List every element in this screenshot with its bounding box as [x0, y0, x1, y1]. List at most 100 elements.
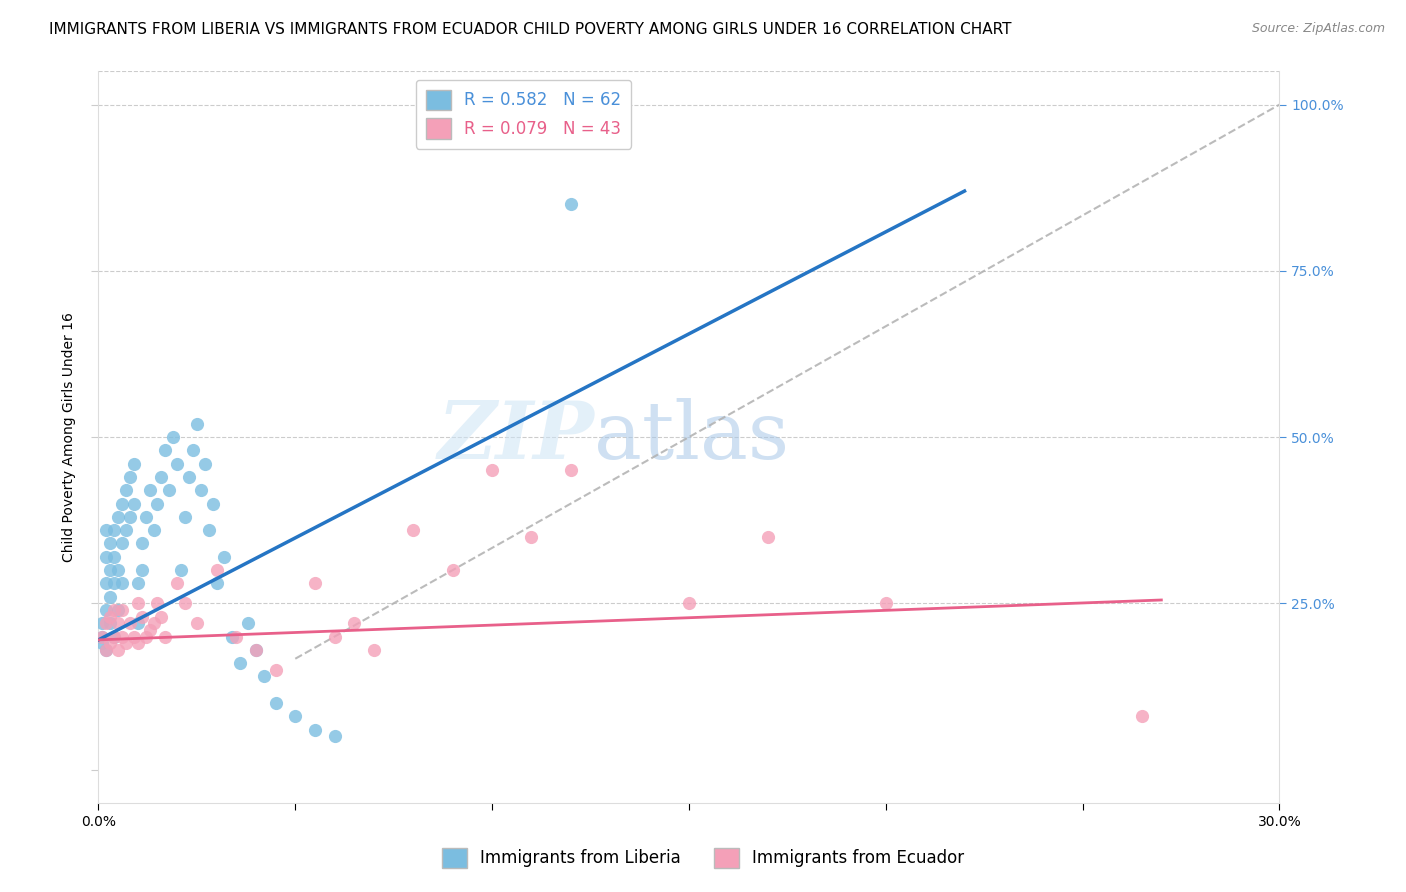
Point — [343, 616, 366, 631]
Point — [138, 483, 160, 498]
Point — [127, 596, 149, 610]
Point — [323, 630, 346, 644]
Point — [111, 536, 134, 550]
Point — [98, 609, 121, 624]
Point — [236, 616, 259, 631]
Point — [131, 536, 153, 550]
Point — [98, 616, 121, 631]
Point — [155, 630, 177, 644]
Point — [142, 523, 165, 537]
Point — [122, 457, 145, 471]
Point — [111, 603, 134, 617]
Point — [166, 576, 188, 591]
Point — [481, 463, 503, 477]
Point — [284, 709, 307, 723]
Text: ZIP: ZIP — [437, 399, 595, 475]
Point — [118, 616, 141, 631]
Point — [115, 636, 138, 650]
Point — [96, 523, 118, 537]
Point — [177, 470, 200, 484]
Point — [214, 549, 236, 564]
Point — [118, 509, 141, 524]
Point — [107, 603, 129, 617]
Point — [146, 596, 169, 610]
Point — [221, 630, 243, 644]
Point — [245, 643, 267, 657]
Point — [264, 663, 287, 677]
Point — [520, 530, 543, 544]
Point — [323, 729, 346, 743]
Point — [264, 696, 287, 710]
Point — [111, 576, 134, 591]
Point — [402, 523, 425, 537]
Point — [127, 576, 149, 591]
Text: atlas: atlas — [595, 398, 790, 476]
Point — [122, 630, 145, 644]
Point — [162, 430, 184, 444]
Point — [166, 457, 188, 471]
Point — [186, 417, 208, 431]
Point — [245, 643, 267, 657]
Point — [107, 509, 129, 524]
Point — [107, 563, 129, 577]
Point — [304, 723, 326, 737]
Point — [205, 576, 228, 591]
Point — [91, 616, 114, 631]
Point — [253, 669, 276, 683]
Point — [678, 596, 700, 610]
Point — [560, 463, 582, 477]
Point — [96, 616, 118, 631]
Point — [96, 643, 118, 657]
Point — [363, 643, 385, 657]
Point — [304, 576, 326, 591]
Point — [115, 483, 138, 498]
Text: Source: ZipAtlas.com: Source: ZipAtlas.com — [1251, 22, 1385, 36]
Point — [107, 643, 129, 657]
Point — [91, 636, 114, 650]
Point — [181, 443, 204, 458]
Point — [560, 197, 582, 211]
Y-axis label: Child Poverty Among Girls Under 16: Child Poverty Among Girls Under 16 — [62, 312, 76, 562]
Point — [103, 603, 125, 617]
Point — [142, 616, 165, 631]
Point — [103, 523, 125, 537]
Point — [131, 563, 153, 577]
Point — [98, 590, 121, 604]
Point — [186, 616, 208, 631]
Point — [96, 643, 118, 657]
Point — [875, 596, 897, 610]
Point — [205, 563, 228, 577]
Point — [441, 563, 464, 577]
Point — [229, 656, 252, 670]
Legend: Immigrants from Liberia, Immigrants from Ecuador: Immigrants from Liberia, Immigrants from… — [434, 841, 972, 875]
Point — [155, 443, 177, 458]
Point — [201, 497, 224, 511]
Point — [138, 623, 160, 637]
Point — [98, 636, 121, 650]
Point — [157, 483, 180, 498]
Point — [135, 630, 157, 644]
Point — [91, 630, 114, 644]
Point — [127, 616, 149, 631]
Point — [150, 470, 173, 484]
Point — [170, 563, 193, 577]
Point — [127, 636, 149, 650]
Point — [103, 630, 125, 644]
Point — [103, 630, 125, 644]
Point — [1130, 709, 1153, 723]
Point — [197, 523, 219, 537]
Point — [135, 509, 157, 524]
Point — [146, 497, 169, 511]
Point — [174, 509, 197, 524]
Point — [115, 523, 138, 537]
Point — [118, 470, 141, 484]
Point — [174, 596, 197, 610]
Point — [131, 609, 153, 624]
Point — [96, 549, 118, 564]
Point — [111, 497, 134, 511]
Point — [150, 609, 173, 624]
Point — [756, 530, 779, 544]
Point — [225, 630, 247, 644]
Point — [107, 616, 129, 631]
Point — [111, 630, 134, 644]
